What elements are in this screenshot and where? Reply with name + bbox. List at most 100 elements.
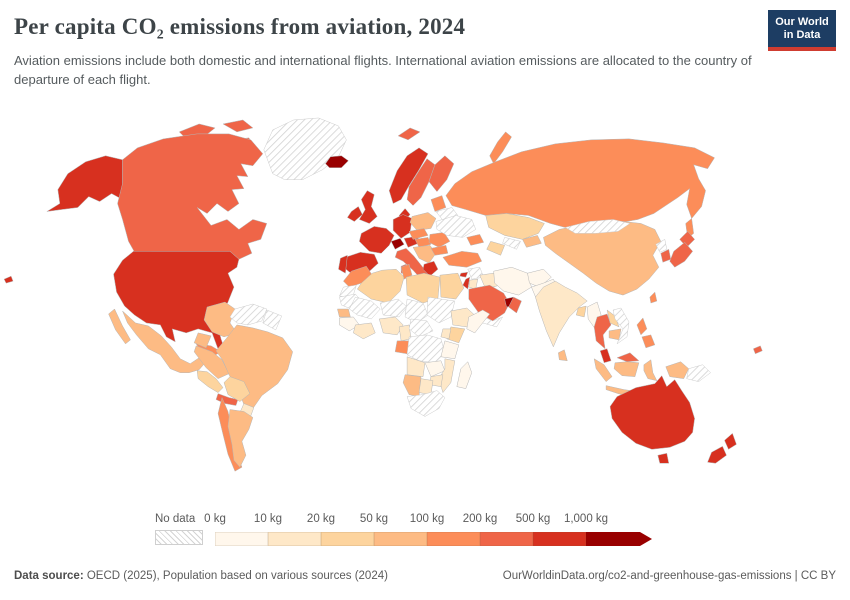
legend-bin-500-1000[interactable] xyxy=(533,532,586,546)
attribution-link[interactable]: OurWorldinData.org/co2-and-greenhouse-ga… xyxy=(502,570,836,582)
country-tunisia[interactable] xyxy=(400,263,413,280)
country-papua-indonesia[interactable] xyxy=(665,361,689,379)
legend-bin-100-200[interactable] xyxy=(427,532,480,546)
country-algeria[interactable] xyxy=(357,268,405,304)
legend-bin-0-10[interactable] xyxy=(215,532,268,546)
legend-bin-200-500[interactable] xyxy=(480,532,533,546)
country-kazakhstan[interactable] xyxy=(485,213,545,240)
country-borneo-indonesia[interactable] xyxy=(613,361,640,377)
country-ecuador[interactable] xyxy=(193,332,212,349)
country-greenland[interactable] xyxy=(263,117,347,180)
country-oman[interactable] xyxy=(508,296,522,314)
country-peru[interactable] xyxy=(193,345,230,379)
legend-bin-1000+[interactable] xyxy=(586,532,652,546)
country-angola[interactable] xyxy=(406,356,426,377)
country-guyanas[interactable] xyxy=(262,309,282,331)
country-south-africa[interactable] xyxy=(406,390,446,417)
country-czech-slovakia[interactable] xyxy=(408,228,429,240)
country-japan-honshu[interactable] xyxy=(669,242,693,268)
country-sri-lanka[interactable] xyxy=(558,349,568,361)
country-poland[interactable] xyxy=(409,212,437,231)
country-thailand[interactable] xyxy=(593,313,612,350)
country-iran[interactable] xyxy=(493,266,532,296)
country-drc[interactable] xyxy=(406,334,446,363)
country-uzbekistan[interactable] xyxy=(502,237,521,250)
owid-logo[interactable]: Our World in Data xyxy=(768,10,836,52)
country-brazil[interactable] xyxy=(215,324,293,409)
legend-no-data-swatch[interactable] xyxy=(155,530,203,545)
country-switzerland[interactable] xyxy=(390,238,405,250)
country-namibia[interactable] xyxy=(402,374,422,397)
country-israel-lebanon[interactable] xyxy=(462,276,471,290)
country-nz-south[interactable] xyxy=(707,446,727,464)
country-mali[interactable] xyxy=(349,296,381,320)
country-france[interactable] xyxy=(359,226,395,254)
country-nigeria[interactable] xyxy=(378,316,404,336)
country-mozambique[interactable] xyxy=(438,358,456,393)
country-cyprus[interactable] xyxy=(459,271,469,278)
country-borneo-malaysia[interactable] xyxy=(616,352,640,362)
country-madagascar[interactable] xyxy=(456,361,473,389)
country-bangladesh[interactable] xyxy=(575,305,587,318)
country-car[interactable] xyxy=(408,318,434,338)
country-mexico-baja[interactable] xyxy=(108,308,131,345)
country-mongolia[interactable] xyxy=(565,219,631,234)
country-papua-new-guinea[interactable] xyxy=(686,364,711,382)
country-ireland[interactable] xyxy=(347,206,363,222)
country-hawaii[interactable] xyxy=(3,275,14,284)
country-sumatra[interactable] xyxy=(593,358,613,382)
country-taiwan[interactable] xyxy=(649,291,658,304)
country-central-america[interactable] xyxy=(196,370,224,393)
country-libya[interactable] xyxy=(405,272,441,304)
country-gabon-region[interactable] xyxy=(394,340,410,355)
country-uganda[interactable] xyxy=(440,328,452,340)
country-new-caledonia[interactable] xyxy=(753,345,763,355)
country-philippines-south[interactable] xyxy=(641,334,656,349)
country-chad[interactable] xyxy=(404,298,429,324)
legend-bin-20-50[interactable] xyxy=(321,532,374,546)
country-alaska[interactable] xyxy=(46,155,123,212)
country-finland[interactable] xyxy=(428,155,455,192)
country-tasmania[interactable] xyxy=(657,453,670,464)
country-balkans[interactable] xyxy=(412,245,437,264)
country-turkey[interactable] xyxy=(442,251,482,268)
country-laos[interactable] xyxy=(606,309,620,328)
country-germany[interactable] xyxy=(392,214,413,239)
country-senegal-gambia[interactable] xyxy=(337,308,351,318)
country-norway[interactable] xyxy=(388,147,429,204)
country-india[interactable] xyxy=(535,280,588,348)
country-malaysia[interactable] xyxy=(599,348,612,363)
country-somalia[interactable] xyxy=(466,309,490,334)
country-mexico[interactable] xyxy=(122,310,207,373)
country-nz-north[interactable] xyxy=(724,433,737,450)
country-venezuela[interactable] xyxy=(229,303,268,326)
country-turkmenistan[interactable] xyxy=(486,241,505,256)
country-egypt[interactable] xyxy=(439,272,465,300)
country-usa[interactable] xyxy=(113,251,240,357)
country-niger[interactable] xyxy=(379,298,408,318)
country-canada[interactable] xyxy=(117,133,268,260)
country-sulawesi[interactable] xyxy=(643,359,658,381)
country-uk[interactable] xyxy=(359,190,378,224)
legend-bin-10-20[interactable] xyxy=(268,532,321,546)
country-sudan[interactable] xyxy=(426,296,456,324)
country-baltics[interactable] xyxy=(430,195,447,212)
country-north-korea[interactable] xyxy=(655,239,668,253)
country-canada-arctic-2[interactable] xyxy=(222,119,254,133)
country-australia[interactable] xyxy=(609,375,695,450)
country-panama-costa-rica[interactable] xyxy=(215,393,239,406)
country-portugal[interactable] xyxy=(338,255,348,274)
country-caucasus[interactable] xyxy=(466,234,484,246)
country-kyrgyzstan[interactable] xyxy=(522,235,542,248)
country-bulgaria[interactable] xyxy=(430,245,449,256)
country-iceland[interactable] xyxy=(325,155,349,168)
country-philippines-luzon[interactable] xyxy=(636,317,648,336)
country-hungary[interactable] xyxy=(414,237,432,248)
country-bolivia[interactable] xyxy=(223,376,251,402)
country-ukraine[interactable] xyxy=(435,215,476,238)
country-tanzania[interactable] xyxy=(440,340,460,360)
country-vietnam[interactable] xyxy=(612,307,630,345)
country-argentina[interactable] xyxy=(227,409,254,468)
country-romania[interactable] xyxy=(428,232,451,248)
country-belarus[interactable] xyxy=(435,207,459,222)
